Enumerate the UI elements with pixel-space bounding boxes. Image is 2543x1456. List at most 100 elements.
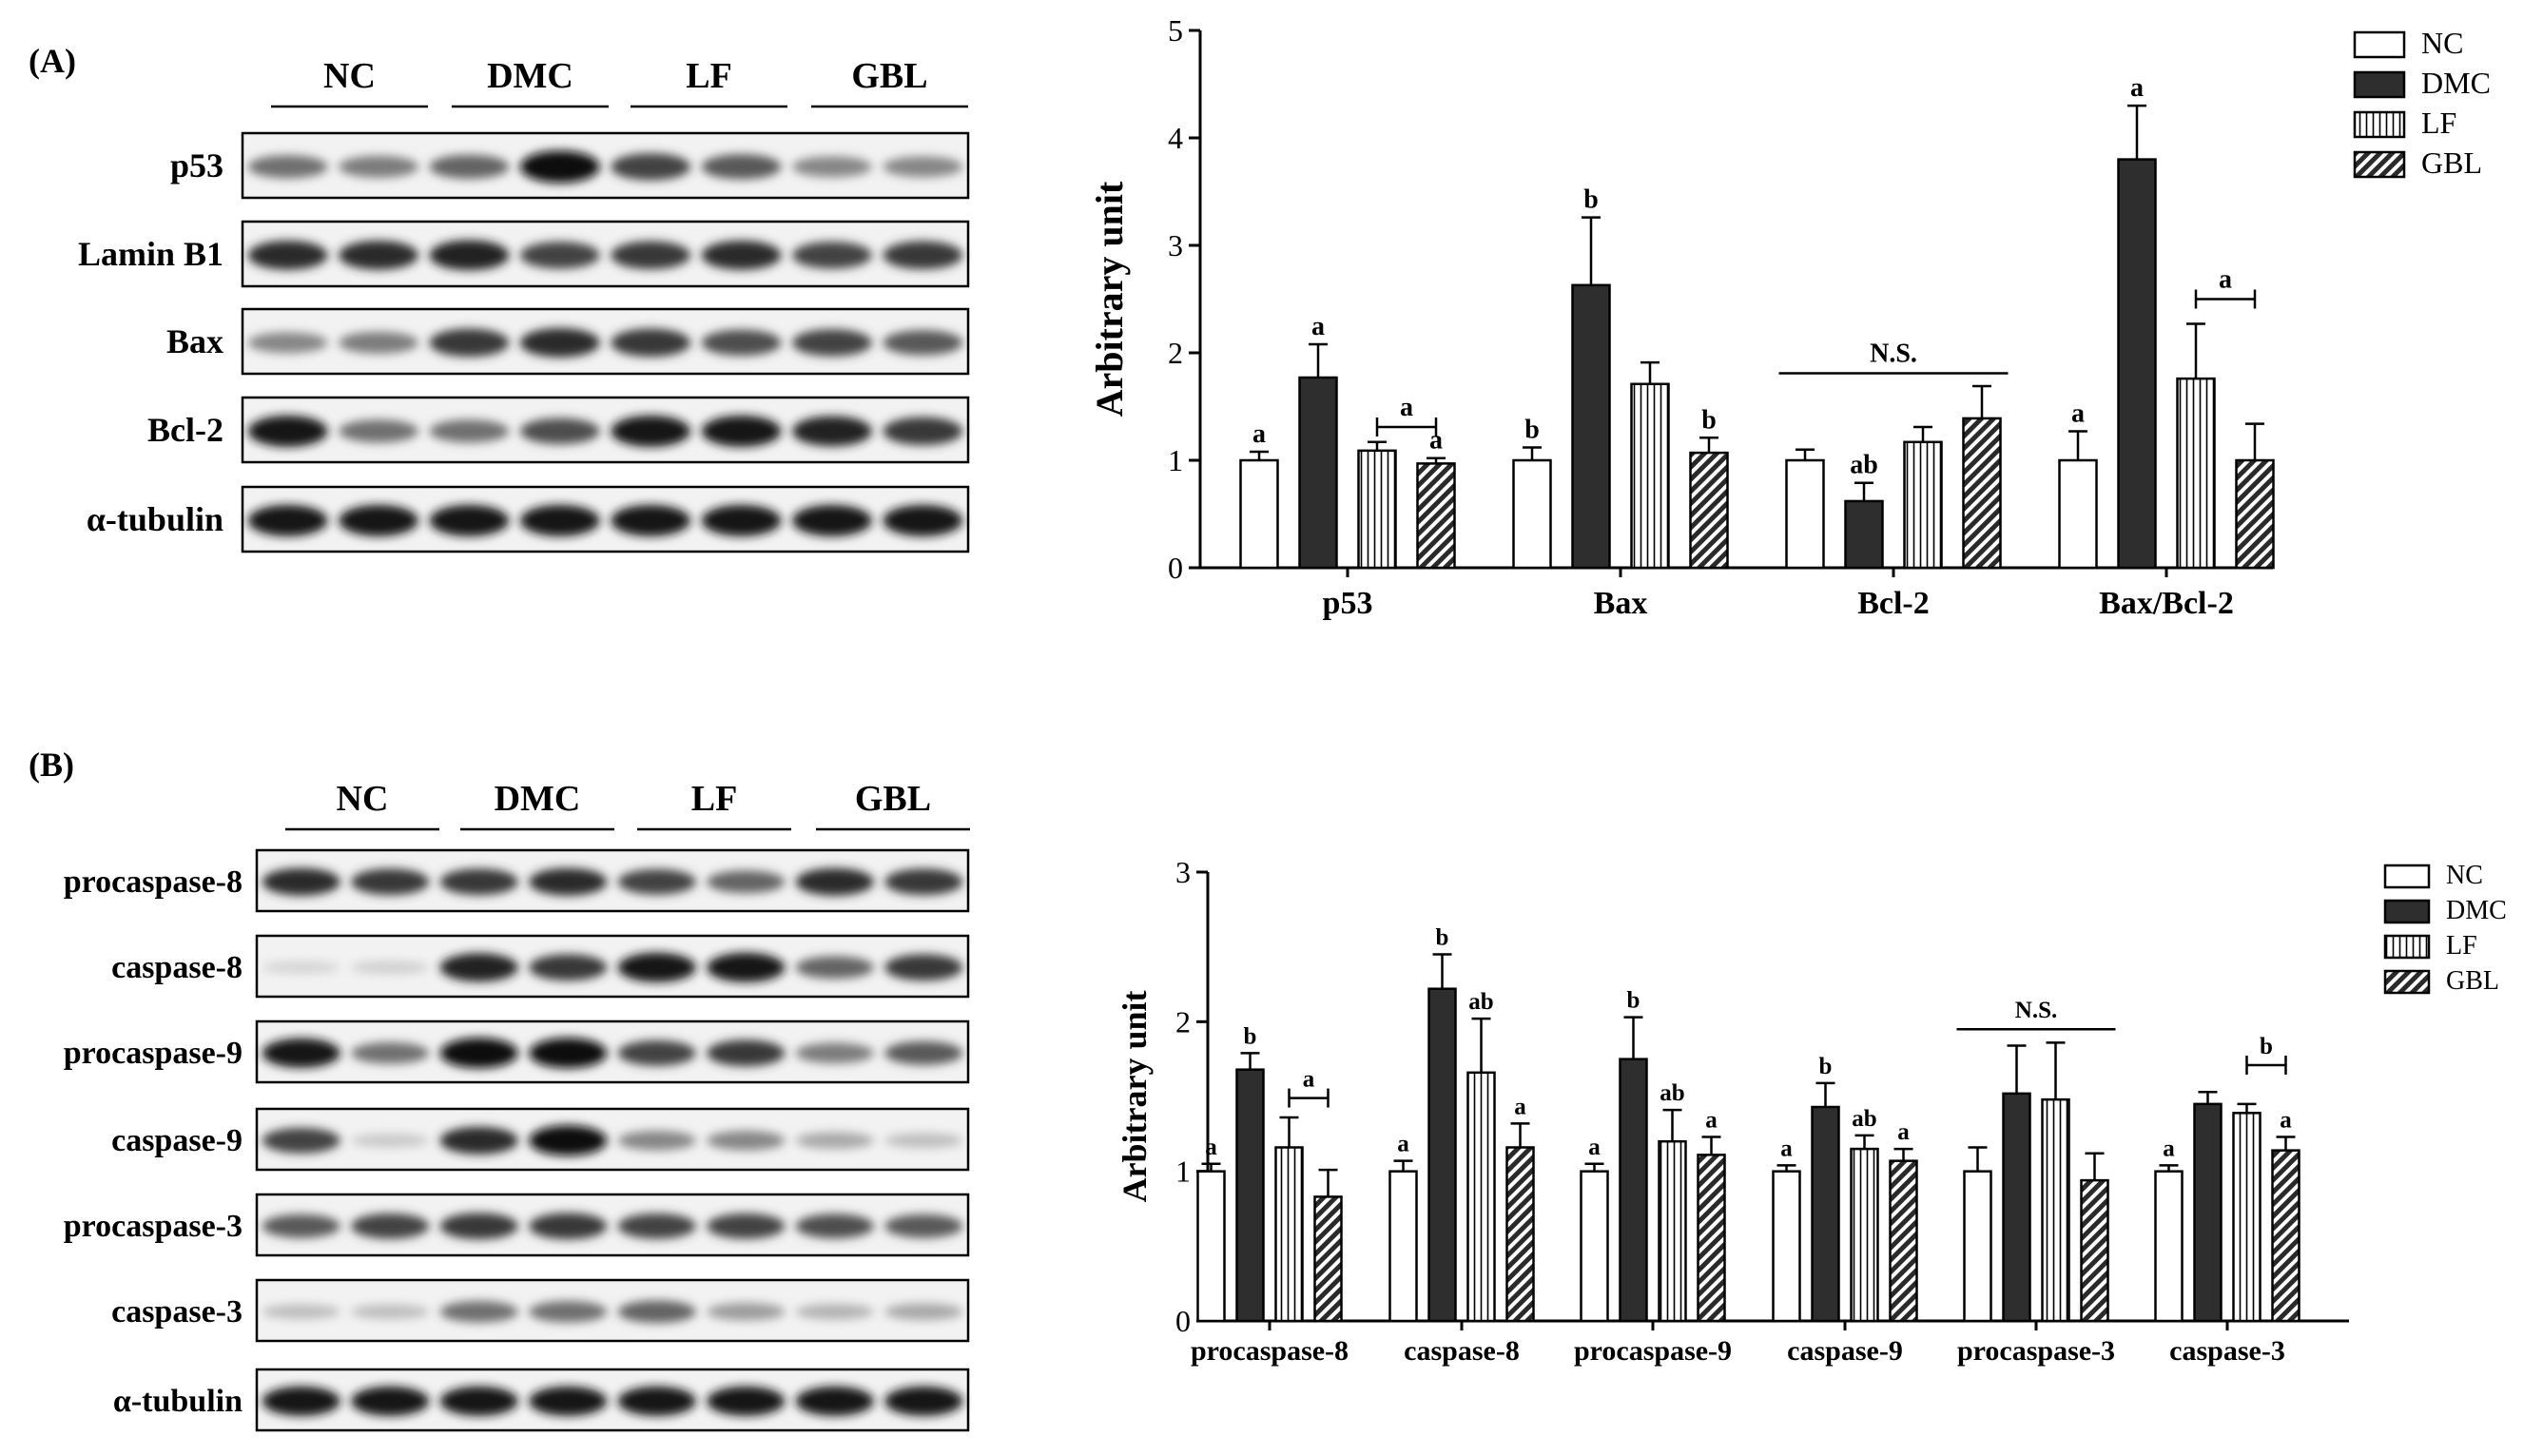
blot-band xyxy=(339,331,419,354)
bar xyxy=(1903,440,1943,570)
bar xyxy=(1416,462,1456,570)
significance-label: b xyxy=(1524,415,1540,444)
category-label: p53 xyxy=(1323,586,1373,621)
blot-band xyxy=(529,1125,608,1156)
blot-band xyxy=(884,1040,963,1065)
bar xyxy=(1889,1159,1918,1323)
significance-label: b xyxy=(1627,988,1640,1014)
blot-band xyxy=(247,332,328,354)
blot-band xyxy=(617,868,696,895)
bar xyxy=(2002,1092,2031,1323)
blot-row-label: α-tubulin xyxy=(87,500,223,538)
blot-band xyxy=(351,1041,430,1064)
significance-label: ab xyxy=(1468,989,1493,1015)
blot-row-label: caspase-3 xyxy=(111,1294,243,1330)
y-axis-label: Arbitrary unit xyxy=(1088,181,1131,417)
blot-band xyxy=(247,504,328,536)
blot-band xyxy=(339,240,419,270)
western-blot-a: NC DMC LF GBL p53 Lamin B1 Bax Bcl-2 α-tubulin xyxy=(78,56,970,553)
category-label: procaspase-8 xyxy=(1191,1335,1349,1367)
blot-band xyxy=(707,1039,786,1067)
bar xyxy=(1196,1170,1226,1323)
y-tick-label: 1 xyxy=(1168,443,1183,477)
category-label: procaspase-3 xyxy=(1957,1335,2115,1367)
blot-group-label: DMC xyxy=(495,779,581,819)
blot-band xyxy=(617,1130,696,1151)
significance-label: a xyxy=(1780,1136,1793,1161)
bar xyxy=(1388,1170,1418,1323)
blot-band xyxy=(262,1213,340,1238)
blot-band xyxy=(439,1126,518,1155)
legend-swatch xyxy=(2353,30,2406,59)
significance-label: b xyxy=(1701,405,1717,435)
blot-row-label: Bax xyxy=(166,322,223,360)
blot-band xyxy=(795,1132,874,1150)
y-tick-label: 2 xyxy=(1175,1004,1191,1039)
blot-band xyxy=(529,1213,608,1240)
blot-band xyxy=(883,241,963,270)
blot-band xyxy=(519,150,600,184)
bar xyxy=(2041,1097,2070,1323)
bar xyxy=(2271,1149,2300,1323)
blot-band xyxy=(439,1213,518,1240)
bar xyxy=(1274,1146,1304,1323)
legend-label: NC xyxy=(2446,861,2483,890)
blot-band xyxy=(247,415,328,447)
western-blot-b: NC DMC LF GBL procaspase-8 caspase-8 procaspas… xyxy=(64,779,970,1432)
legend-label: LF xyxy=(2446,931,2477,961)
y-tick-label: 4 xyxy=(1168,121,1183,155)
blot-band xyxy=(529,1386,608,1416)
significance-label: b xyxy=(1583,185,1599,215)
blot-band xyxy=(883,330,963,356)
blot-band xyxy=(883,417,963,446)
bar xyxy=(2080,1178,2109,1323)
blot-band xyxy=(883,156,963,178)
blot-band xyxy=(519,327,600,358)
blot-band xyxy=(611,328,691,358)
blot-band xyxy=(791,156,872,178)
legend-label: GBL xyxy=(2421,146,2482,180)
significance-label: ab xyxy=(1852,1106,1876,1132)
blot-group-label: GBL xyxy=(855,779,931,819)
blot-band xyxy=(884,1133,963,1149)
y-tick-label: 3 xyxy=(1175,855,1191,889)
blot-band xyxy=(339,504,419,536)
blot-band xyxy=(351,1386,430,1416)
category-label: Bax xyxy=(1594,586,1648,621)
blot-band xyxy=(339,155,419,178)
blot-band xyxy=(791,416,872,447)
bar xyxy=(1844,499,1884,570)
blot-band xyxy=(439,1386,518,1416)
blot-band xyxy=(611,153,691,181)
blot-band xyxy=(529,1038,608,1069)
blot-band xyxy=(701,504,782,536)
bar xyxy=(2154,1170,2184,1323)
blot-band xyxy=(701,240,782,270)
significance-label: a xyxy=(1897,1119,1910,1145)
blot-band xyxy=(351,961,430,975)
legend-label: NC xyxy=(2421,26,2463,60)
blot-band xyxy=(429,419,510,443)
blot-row-label: procaspase-9 xyxy=(64,1036,243,1071)
blot-row-label: α-tubulin xyxy=(113,1384,243,1419)
bar xyxy=(1505,1146,1535,1323)
blot-band xyxy=(529,954,608,981)
blot-band xyxy=(707,1386,786,1416)
bar xyxy=(1772,1170,1801,1323)
y-tick-label: 2 xyxy=(1168,336,1183,370)
significance-label: a xyxy=(2130,73,2144,103)
blot-band xyxy=(339,419,419,443)
panel-a-letter: (A) xyxy=(29,42,76,80)
blot-band xyxy=(439,953,518,982)
blot-band xyxy=(429,504,510,536)
blot-row-label: p53 xyxy=(170,146,223,184)
legend-label: LF xyxy=(2421,106,2456,140)
blot-band xyxy=(884,1386,963,1416)
blot-band xyxy=(795,1386,874,1416)
blot-band xyxy=(883,504,963,536)
legend-swatch xyxy=(2383,899,2431,924)
blot-group-label: GBL xyxy=(851,56,927,96)
bar xyxy=(1619,1058,1648,1323)
bar xyxy=(1466,1071,1496,1323)
